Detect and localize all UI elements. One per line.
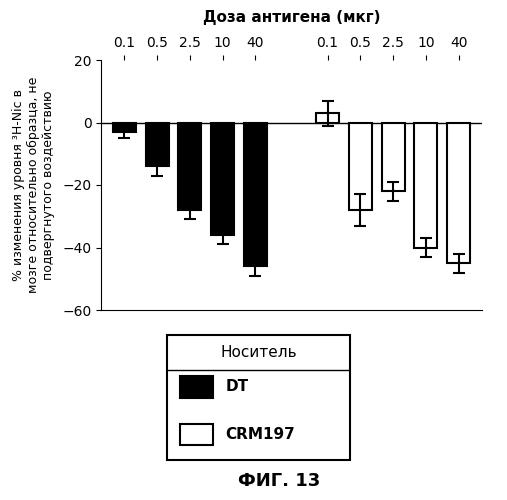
- Text: DT: DT: [226, 380, 249, 394]
- Bar: [180, 424, 213, 445]
- Bar: [146, 122, 169, 166]
- Text: Носитель: Носитель: [220, 345, 297, 360]
- Bar: [113, 122, 136, 132]
- Bar: [447, 122, 470, 263]
- Bar: [180, 376, 213, 398]
- X-axis label: Доза антигена (мкг): Доза антигена (мкг): [203, 10, 380, 26]
- Bar: [244, 122, 267, 266]
- Bar: [349, 122, 372, 210]
- Text: CRM197: CRM197: [226, 427, 296, 442]
- Bar: [211, 122, 234, 235]
- Bar: [414, 122, 438, 248]
- Bar: [382, 122, 405, 191]
- Text: ФИГ. 13: ФИГ. 13: [238, 472, 320, 490]
- Bar: [178, 122, 201, 210]
- Y-axis label: % изменения уровня ³H-Nic в
мозге относительно образца, не
подвергнутого воздейс: % изменения уровня ³H-Nic в мозге относи…: [12, 77, 55, 293]
- Bar: [316, 113, 339, 122]
